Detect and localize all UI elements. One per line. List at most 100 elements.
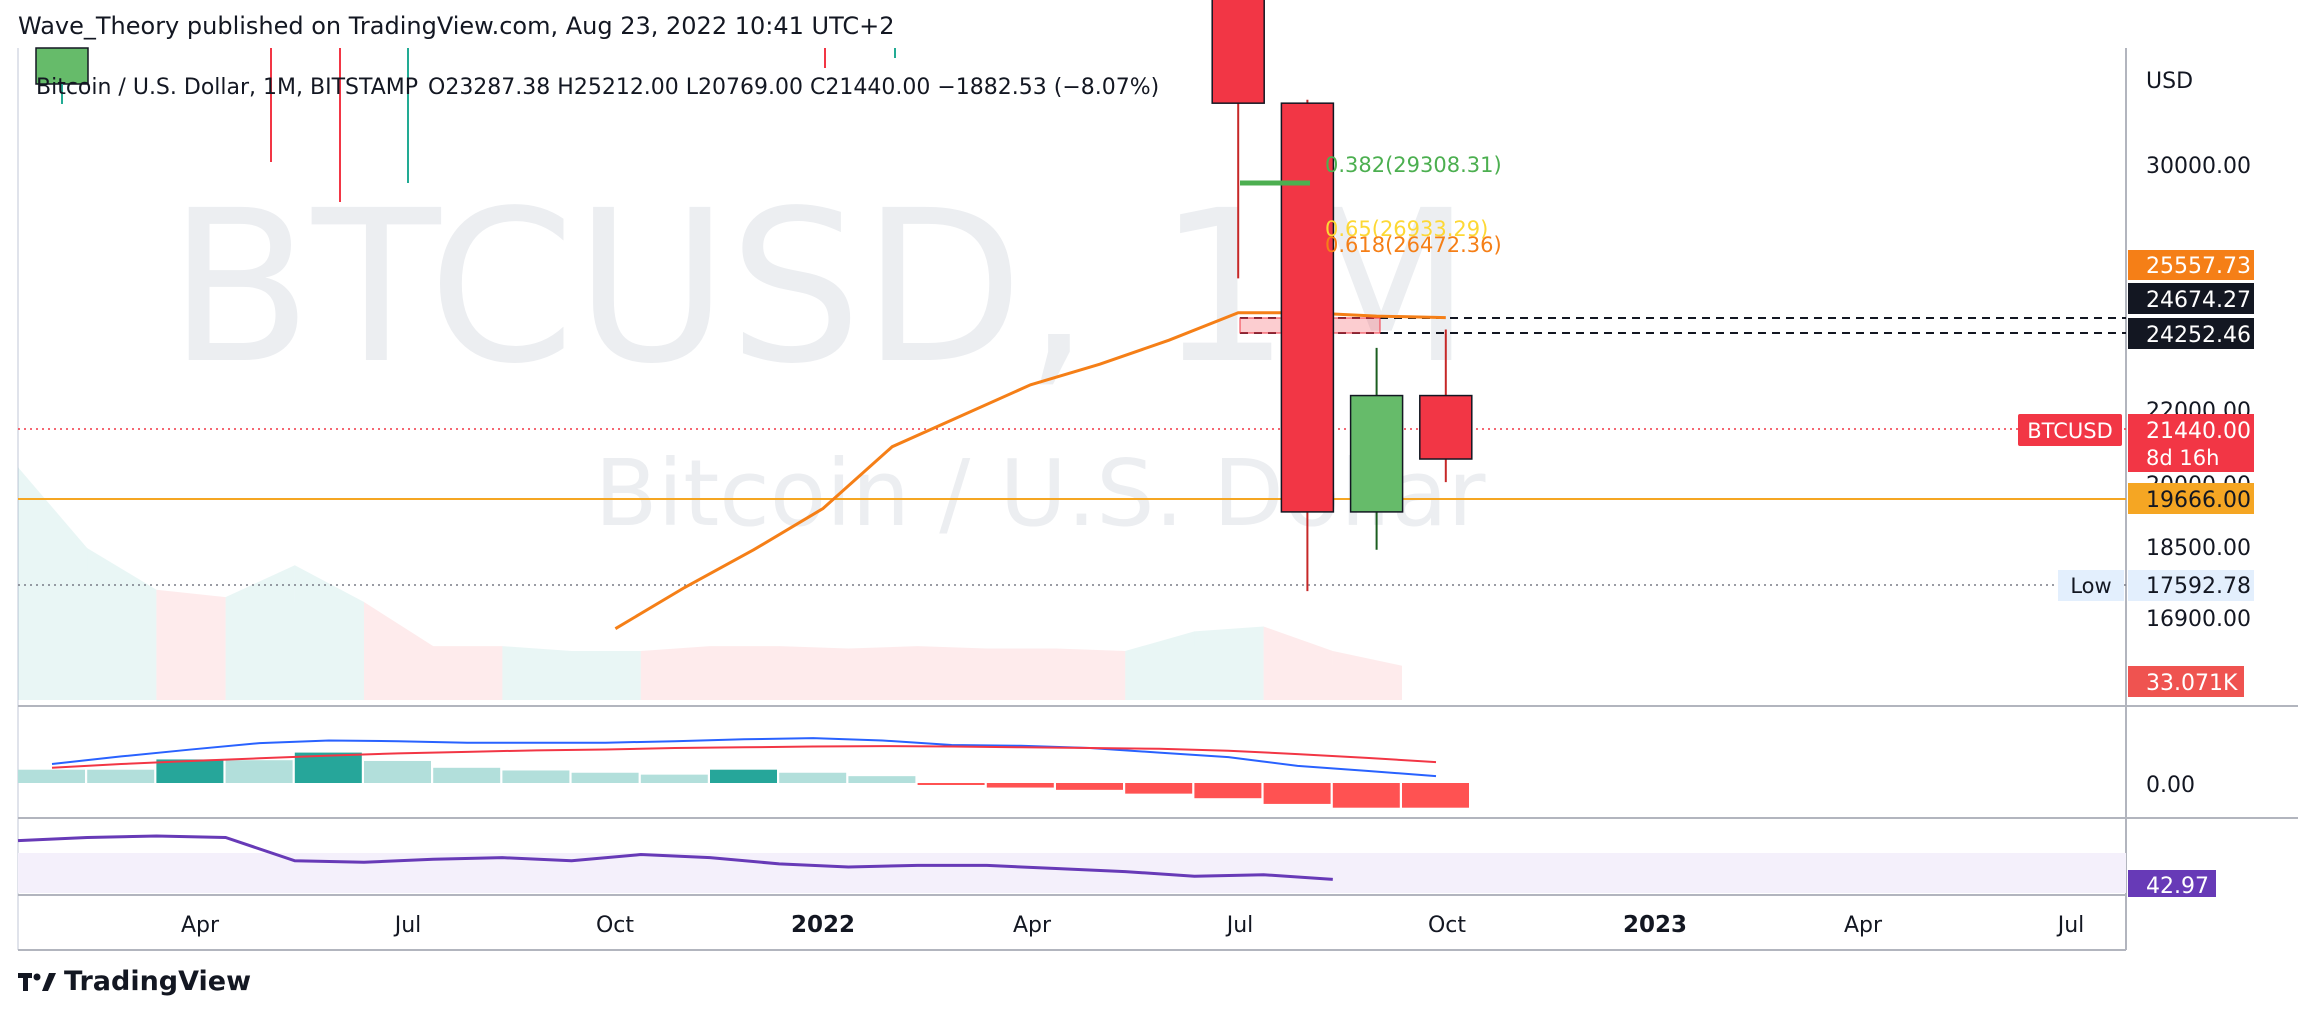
symbol-tag [2018,414,2122,446]
macd-bar [225,760,293,783]
time-tick: Apr [1013,913,1052,938]
macd-bar [502,770,570,783]
macd-bar [1402,783,1469,808]
candle-body [1211,0,1265,104]
macd-bar [294,752,362,783]
volume-segment [779,646,849,700]
time-tick: Apr [1844,913,1883,938]
watermark-name: Bitcoin / U.S. Dollar [595,440,1486,547]
macd-bar [779,772,847,783]
volume-segment [1263,626,1333,700]
price-tick: 30000.00 [2146,154,2251,179]
macd-bar [640,774,708,783]
ema-price-text: 25557.73 [2146,254,2251,279]
low-price-tag [2128,570,2254,601]
volume-text: 33.071K [2146,671,2238,696]
countdown-text: 8d 16h [2146,446,2219,470]
symbol-tag-text: BTCUSD [2027,419,2113,443]
volume-segment [18,467,88,700]
macd-bar [433,767,501,783]
volume-segment [433,646,503,700]
rsi-line [17,834,1333,881]
time-tick: Oct [596,913,634,938]
time-tick: 2023 [1623,912,1687,938]
rsi-text: 42.97 [2146,874,2209,899]
fib-65-label: 0.65(26933.29) [1325,217,1488,241]
tradingview-brand: TradingView [64,966,252,997]
volume-area [18,467,1402,700]
volume-segment [1056,648,1126,700]
rsi-tag [2128,870,2216,897]
volume-segment [1332,651,1402,700]
time-tick: 2022 [791,912,855,938]
fib-618-label: 0.618(26472.36) [1325,233,1502,257]
volume-segment [710,646,780,700]
publisher-caption: Wave_Theory published on TradingView.com… [18,12,895,40]
macd-line [51,737,1437,778]
volume-segment [1194,626,1264,700]
macd-bar [986,783,1054,788]
support-price-tag [2128,483,2254,514]
macd-bar [1332,783,1400,808]
time-tick: Jul [393,913,422,938]
volume-segment [502,646,572,700]
fib-382-label: 0.382(29308.31) [1325,153,1502,177]
last-price-text: 21440.00 [2146,419,2251,444]
low-tag-text: Low [2070,574,2111,598]
macd-bar [710,769,777,783]
macd-bar [364,760,431,783]
time-tick: Apr [181,913,220,938]
macd-bar [848,776,916,783]
volume-segment [294,565,364,700]
macd-bar [1056,783,1123,790]
macd-bar [1125,783,1193,794]
macd-bar [18,769,85,783]
macd-bar [1194,783,1262,799]
macd-zero-tick: 0.00 [2146,773,2195,798]
time-axis: Apr Jul Oct 2022 Apr Jul Oct 2023 Apr Ju… [181,912,2084,938]
volume-segment [917,646,987,700]
legend-ohlc: O23287.38 H25212.00 L20769.00 C21440.00 … [428,75,1159,100]
tradingview-logo[interactable]: TradingView [18,966,251,997]
watermark-ticker: BTCUSD, 1M [168,165,1472,410]
time-tick: Oct [1428,913,1466,938]
macd-bar [917,783,985,785]
macd-histogram [18,752,1469,808]
last-price-tag [2128,414,2254,472]
historical-candles [35,47,896,202]
volume-segment [571,651,641,700]
resistance-bottom-tag [2128,318,2254,349]
resistance-bottom-text: 24252.46 [2146,323,2251,348]
volume-segment [640,646,710,700]
ema-price-tag [2128,250,2254,280]
volume-segment [986,648,1056,700]
volume-tag [2128,666,2244,697]
tradingview-logo-icon [18,972,56,991]
macd-bar [156,759,224,783]
volume-segment [1125,631,1195,700]
candle-body [1349,394,1404,513]
candles[interactable] [1211,0,1473,592]
volume-segment [156,589,226,700]
time-tick: Jul [1225,913,1254,938]
candle-body [1280,102,1335,513]
signal-line [51,745,1437,769]
macd-bar [87,769,155,783]
low-tag [2058,570,2124,601]
rsi-band [18,853,2126,893]
time-tick: Jul [2056,913,2085,938]
support-price-text: 19666.00 [2146,488,2251,513]
volume-segment [848,646,918,700]
resistance-top-tag [2128,283,2254,314]
price-axis-currency: USD [2146,69,2193,94]
volume-segment [87,548,157,700]
legend-symbol: Bitcoin / U.S. Dollar, 1M, BITSTAMP [36,75,418,100]
resistance-top-text: 24674.27 [2146,288,2251,313]
macd-bar [1263,783,1331,804]
macd-bar [571,772,639,783]
price-tick: 18500.00 [2146,536,2251,561]
low-price-text: 17592.78 [2146,574,2251,599]
volume-segment [364,602,434,700]
volume-segment [225,565,295,700]
